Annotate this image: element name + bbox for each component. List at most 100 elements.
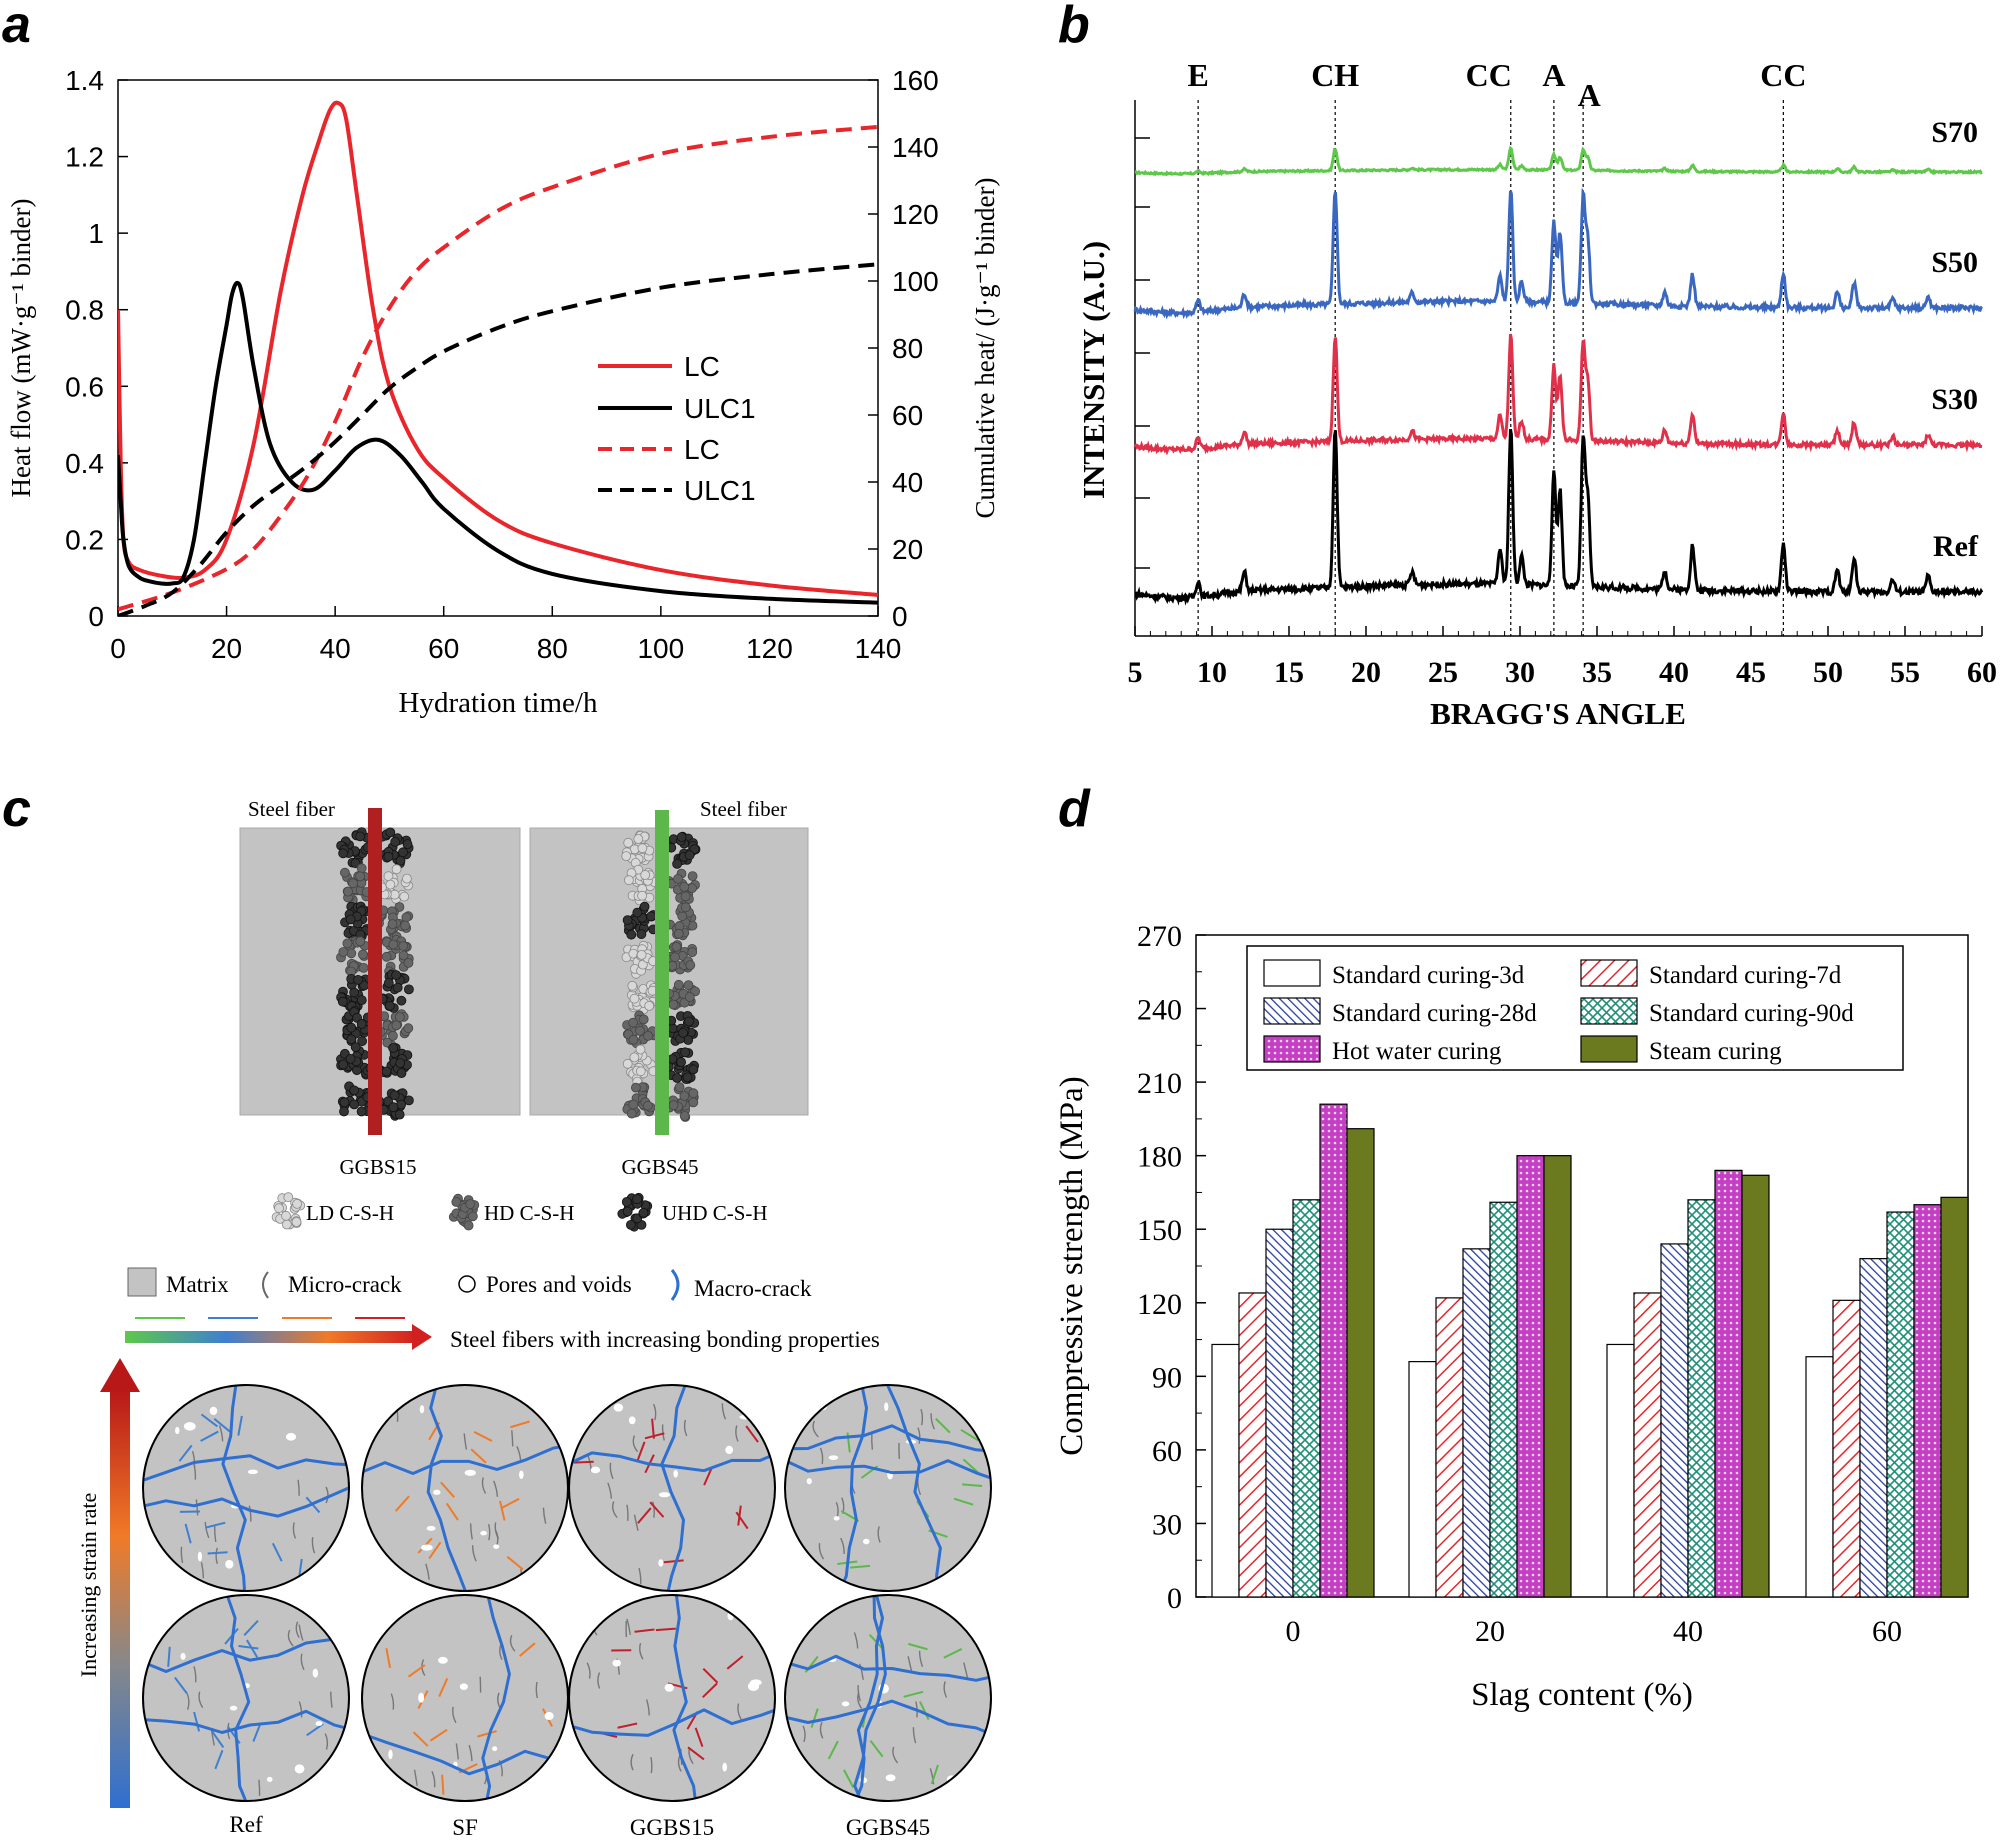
a-left-tick-label: 0	[88, 601, 104, 632]
strain-gradient-bar	[110, 1390, 130, 1808]
csh-cluster	[448, 1193, 480, 1231]
d-bar-standard-curing-28d-60	[1859, 1258, 1888, 1598]
b-x-tick-label: 50	[1813, 656, 1843, 689]
a-x-tick-label: 0	[110, 633, 126, 664]
steel-fiber-green	[655, 810, 669, 1135]
legend-label-lc-dashed: LC	[684, 434, 720, 465]
a-left-tick-label: 1	[88, 218, 104, 249]
fiber-arrow-label: Steel fibers with increasing bonding pro…	[450, 1327, 880, 1352]
b-series-label: S30	[1931, 383, 1978, 416]
panel-c-mechanism-diagram: Steel fiber Steel fiber GGBS15 GGBS45 LD…	[76, 797, 992, 1840]
d-bar-steam-curing-20	[1543, 1155, 1572, 1598]
a-left-tick-label: 0.4	[65, 448, 104, 479]
d-bar-standard-curing-3d-0	[1211, 1343, 1240, 1598]
d-x-tick-label: 20	[1475, 1615, 1505, 1648]
b-phase-label: A	[1542, 57, 1565, 93]
panel-d-legend: Standard curing-3d Standard curing-7d Stan…	[1246, 945, 1904, 1071]
d-bar-hot-water-curing-20	[1516, 1155, 1545, 1598]
fiber-arrow-head-icon	[412, 1324, 432, 1350]
microstructure-circle	[568, 1594, 776, 1802]
b-phase-label: CC	[1466, 57, 1512, 93]
csh-cluster	[622, 1082, 656, 1119]
b-phase-label: CC	[1760, 57, 1806, 93]
a-series-lc-dashed	[118, 124, 878, 612]
a-left-tick-label: 0.8	[65, 295, 104, 326]
d-legend-label: Hot water curing	[1332, 1038, 1502, 1065]
csh-cluster	[663, 1047, 699, 1084]
panel-a-left-axis-label: Heat flow (mW·g⁻¹ binder)	[6, 199, 36, 498]
a-series-ulc1-solid	[118, 280, 878, 605]
d-y-tick-label: 30	[1152, 1508, 1182, 1541]
microstructure-circle	[361, 1594, 569, 1802]
d-bar-standard-curing-7d-0	[1238, 1292, 1267, 1598]
csh-cluster	[622, 1010, 659, 1049]
d-y-tick-label: 0	[1167, 1582, 1182, 1615]
panel-a-x-axis-label: Hydration time/h	[399, 687, 598, 719]
b-series-s50	[1133, 187, 1983, 320]
a-x-tick-label: 80	[537, 633, 568, 664]
d-legend-swatch	[1580, 959, 1638, 987]
a-x-tick-label: 60	[428, 633, 459, 664]
d-y-tick-label: 150	[1137, 1214, 1182, 1247]
csh-cluster	[617, 1192, 653, 1232]
legend-macro-crack-label: Macro-crack	[694, 1276, 812, 1301]
panel-b-xrd-chart: 5 10 15 20 25 30 35 40 45 50 55 60 E CH CC AA CC S70 S50…	[1076, 57, 1997, 731]
csh-cluster	[627, 980, 659, 1015]
panel-d-compressive-strength-chart: 0 30 60 90 120 150 180 210 240 270 0 20 40 60 Standar…	[1054, 920, 1969, 1713]
csh-cluster	[665, 940, 698, 975]
b-series-s70	[1134, 145, 1983, 177]
a-right-tick-label: 80	[892, 333, 923, 364]
panel-letter-a: a	[2, 0, 31, 54]
microstructure-circle	[361, 1384, 569, 1592]
d-bar-steam-curing-60	[1940, 1196, 1969, 1598]
legend-matrix-label: Matrix	[166, 1272, 229, 1297]
panel-letter-d: d	[1058, 780, 1091, 838]
csh-cluster	[622, 1044, 659, 1087]
strain-arrow-label: Increasing strain rate	[76, 1493, 101, 1677]
csh-cluster	[665, 902, 698, 941]
csh-legend-ld: LD C-S-H	[306, 1201, 394, 1225]
steel-fiber-red	[368, 808, 382, 1135]
d-bar-standard-curing-3d-20	[1408, 1361, 1437, 1598]
a-right-tick-label: 60	[892, 400, 923, 431]
csh-cluster	[664, 1082, 699, 1122]
b-x-tick-label: 30	[1505, 656, 1535, 689]
b-x-tick-label: 55	[1890, 656, 1920, 689]
d-bar-standard-curing-7d-20	[1435, 1297, 1464, 1598]
a-right-tick-label: 160	[892, 65, 939, 96]
pores-voids-icon	[458, 1275, 476, 1293]
b-x-tick-label: 45	[1736, 656, 1766, 689]
d-y-tick-label: 120	[1137, 1288, 1182, 1321]
d-y-tick-label: 210	[1137, 1067, 1182, 1100]
d-bar-hot-water-curing-0	[1319, 1103, 1348, 1598]
panel-b-y-axis-label: INTENSITY (A.U.)	[1076, 241, 1111, 499]
legend-label-lc-solid: LC	[684, 351, 720, 382]
b-phase-label: CH	[1311, 57, 1359, 93]
d-bar-standard-curing-28d-20	[1462, 1248, 1491, 1598]
panel-letter-b: b	[1058, 0, 1090, 54]
csh-cluster	[664, 1011, 700, 1046]
csh-legend-hd: HD C-S-H	[484, 1201, 574, 1225]
fiber-gradient-bar	[125, 1331, 415, 1343]
b-x-tick-label: 10	[1197, 656, 1227, 689]
d-bar-hot-water-curing-60	[1913, 1204, 1942, 1598]
panel-d-x-axis-label: Slag content (%)	[1471, 1677, 1693, 1713]
d-legend-swatch	[1263, 997, 1321, 1025]
d-y-tick-label: 180	[1137, 1141, 1182, 1174]
a-x-tick-label: 40	[320, 633, 351, 664]
d-legend-swatch	[1580, 997, 1638, 1025]
legend-label-ulc1-solid: ULC1	[684, 393, 756, 424]
a-x-tick-label: 100	[637, 633, 684, 664]
d-bar-hot-water-curing-40	[1714, 1169, 1743, 1598]
d-x-tick-label: 40	[1673, 1615, 1703, 1648]
steel-fiber-label-right: Steel fiber	[700, 797, 787, 821]
d-x-tick-label: 0	[1286, 1615, 1301, 1648]
legend-micro-crack-label: Micro-crack	[288, 1272, 402, 1297]
d-bar-standard-curing-7d-60	[1832, 1299, 1861, 1598]
csh-cluster	[336, 936, 370, 977]
csh-legend-uhd: UHD C-S-H	[662, 1201, 768, 1225]
panel-a-plot-frame	[117, 79, 879, 617]
a-left-tick-label: 0.6	[65, 371, 104, 402]
ggbs15-box-label: GGBS15	[339, 1155, 416, 1179]
